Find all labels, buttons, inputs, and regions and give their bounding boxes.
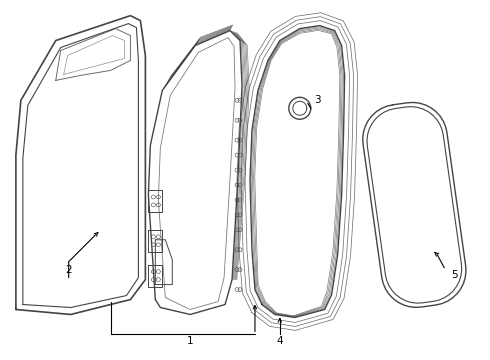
Text: 2: 2 xyxy=(65,265,72,275)
Text: 3: 3 xyxy=(315,95,321,105)
Text: 4: 4 xyxy=(276,336,283,346)
Text: 5: 5 xyxy=(451,270,458,280)
Text: 1: 1 xyxy=(187,336,194,346)
